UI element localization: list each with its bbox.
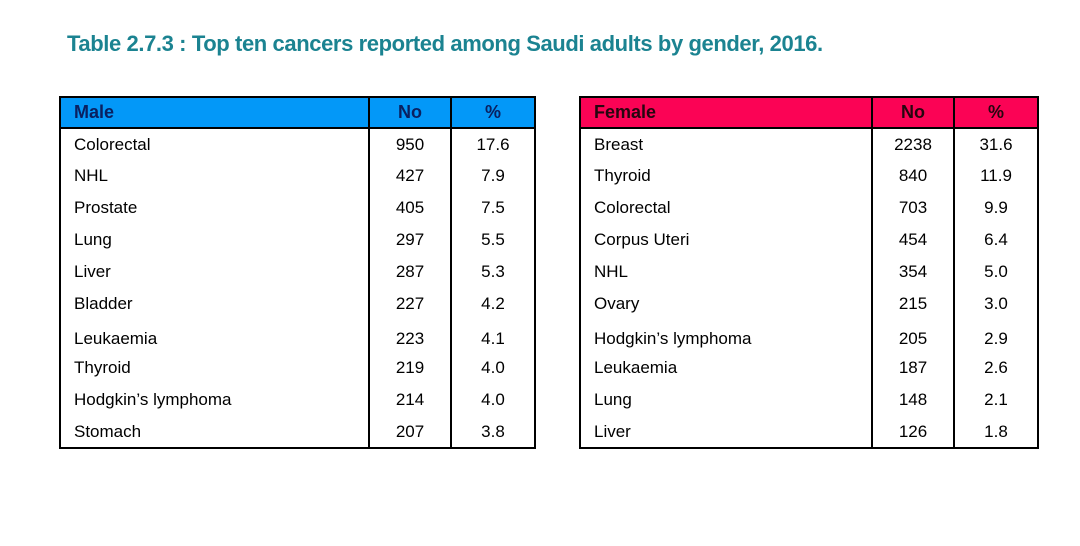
cancer-name: Liver <box>594 421 631 441</box>
cancer-percent: 17.6 <box>450 128 535 160</box>
cancer-percent: 4.0 <box>450 352 535 384</box>
cancer-name: Thyroid <box>74 358 131 377</box>
male-no-column-header: No <box>368 97 451 129</box>
cancer-name: Ovary <box>594 294 640 313</box>
table-row: Corpus Uteri 454 6.4 <box>580 224 1038 256</box>
cancer-name: Colorectal <box>74 134 151 154</box>
cancer-count: 405 <box>368 192 451 224</box>
cancer-name: Breast <box>594 134 644 154</box>
cancer-percent: 5.0 <box>953 256 1038 288</box>
cancer-name: Stomach <box>74 421 142 441</box>
table-row: Liver 287 5.3 <box>60 256 535 288</box>
table-row: Leukaemia 187 2.6 <box>580 352 1038 384</box>
table-row: NHL 354 5.0 <box>580 256 1038 288</box>
cancer-name: Lung <box>74 230 112 249</box>
table-row: Lung 148 2.1 <box>580 384 1038 416</box>
cancer-percent: 2.9 <box>953 320 1038 352</box>
cancer-name: Lung <box>594 390 632 409</box>
table-row: Prostate 405 7.5 <box>60 192 535 224</box>
cancer-percent: 7.5 <box>450 192 535 224</box>
male-table-title: Male <box>60 97 369 129</box>
cancer-percent: 3.8 <box>450 416 535 448</box>
cancer-name: Prostate <box>74 198 138 217</box>
cancer-percent: 31.6 <box>953 128 1038 160</box>
cancer-name: Hodgkin’s lymphoma <box>74 390 232 409</box>
cancer-count: 207 <box>368 416 451 448</box>
cancer-name: Colorectal <box>594 198 671 217</box>
cancer-count: 205 <box>871 320 954 352</box>
table-row: Liver 126 1.8 <box>580 416 1038 448</box>
cancer-count: 297 <box>368 224 451 256</box>
page-title: Table 2.7.3 : Top ten cancers reported a… <box>67 31 823 56</box>
cancer-percent: 4.0 <box>450 384 535 416</box>
table-row: Thyroid 840 11.9 <box>580 160 1038 192</box>
cancer-count: 454 <box>871 224 954 256</box>
cancer-count: 126 <box>871 416 954 448</box>
cancer-count: 287 <box>368 256 451 288</box>
table-row: Ovary 215 3.0 <box>580 288 1038 320</box>
cancer-percent: 3.0 <box>953 288 1038 320</box>
cancer-percent: 1.8 <box>953 416 1038 448</box>
cancer-percent: 6.4 <box>953 224 1038 256</box>
cancer-count: 148 <box>871 384 954 416</box>
cancer-percent: 2.1 <box>953 384 1038 416</box>
cancer-name: Leukaemia <box>594 358 678 377</box>
cancer-name: NHL <box>594 262 629 281</box>
male-header-row: Male No % <box>60 97 535 129</box>
male-percent-column-header: % <box>450 97 535 129</box>
cancer-count: 703 <box>871 192 954 224</box>
female-percent-column-header: % <box>953 97 1038 129</box>
female-table-title: Female <box>580 97 872 129</box>
cancer-count: 214 <box>368 384 451 416</box>
cancer-count: 427 <box>368 160 451 192</box>
cancer-percent: 7.9 <box>450 160 535 192</box>
cancer-count: 227 <box>368 288 451 320</box>
cancer-name: Corpus Uteri <box>594 230 690 249</box>
female-header-row: Female No % <box>580 97 1038 129</box>
cancer-count: 354 <box>871 256 954 288</box>
table-row: Breast 2238 31.6 <box>580 128 1038 160</box>
cancer-name: Leukaemia <box>74 329 158 348</box>
female-cancer-table: Female No % Breast 2238 31.6 Thyroid 840… <box>579 96 1039 449</box>
table-row: Stomach 207 3.8 <box>60 416 535 448</box>
cancer-percent: 4.2 <box>450 288 535 320</box>
table-row: Lung 297 5.5 <box>60 224 535 256</box>
cancer-name: Bladder <box>74 294 133 313</box>
female-no-column-header: No <box>871 97 954 129</box>
cancer-percent: 5.5 <box>450 224 535 256</box>
cancer-percent: 9.9 <box>953 192 1038 224</box>
table-row: Hodgkin’s lymphoma 214 4.0 <box>60 384 535 416</box>
cancer-name: Thyroid <box>594 166 651 185</box>
cancer-name: Hodgkin’s lymphoma <box>594 329 752 348</box>
cancer-count: 840 <box>871 160 954 192</box>
cancer-count: 219 <box>368 352 451 384</box>
table-row: Colorectal 950 17.6 <box>60 128 535 160</box>
male-cancer-table: Male No % Colorectal 950 17.6 NHL 427 7.… <box>59 96 536 449</box>
cancer-count: 950 <box>368 128 451 160</box>
table-row: Thyroid 219 4.0 <box>60 352 535 384</box>
cancer-count: 187 <box>871 352 954 384</box>
cancer-percent: 11.9 <box>953 160 1038 192</box>
cancer-percent: 4.1 <box>450 320 535 352</box>
cancer-percent: 2.6 <box>953 352 1038 384</box>
tables-container: Male No % Colorectal 950 17.6 NHL 427 7.… <box>59 96 1039 449</box>
cancer-count: 2238 <box>871 128 954 160</box>
cancer-count: 215 <box>871 288 954 320</box>
table-row: Leukaemia 223 4.1 <box>60 320 535 352</box>
cancer-name: Liver <box>74 262 111 281</box>
cancer-name: NHL <box>74 166 109 185</box>
table-row: Hodgkin’s lymphoma 205 2.9 <box>580 320 1038 352</box>
table-row: Colorectal 703 9.9 <box>580 192 1038 224</box>
cancer-percent: 5.3 <box>450 256 535 288</box>
table-row: NHL 427 7.9 <box>60 160 535 192</box>
cancer-count: 223 <box>368 320 451 352</box>
table-row: Bladder 227 4.2 <box>60 288 535 320</box>
